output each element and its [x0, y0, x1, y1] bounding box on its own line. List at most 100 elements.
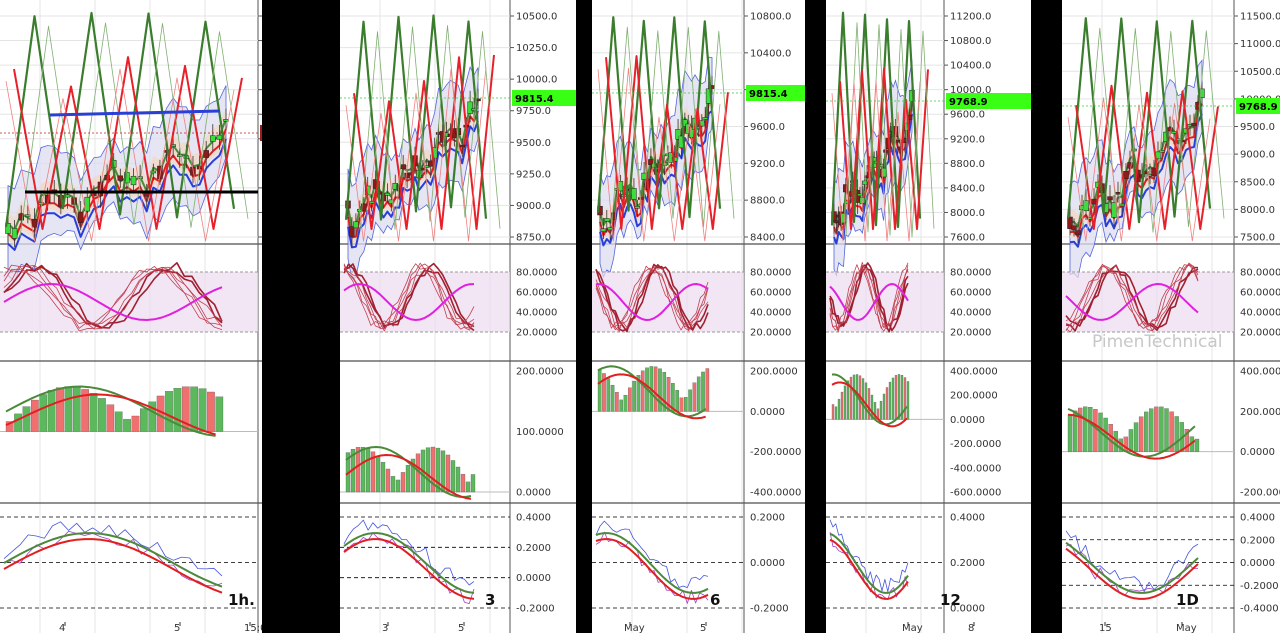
macd-signal-line	[1067, 413, 1196, 460]
stoch-tick-label: 60.0000	[750, 288, 791, 299]
x-axis-label: 5	[700, 623, 706, 633]
stoch-line	[3, 262, 223, 329]
macd-histogram-bar	[597, 369, 602, 412]
chart-panel-1h[interactable]: 10300.010200.010100.010000.09900.09800.0…	[0, 0, 262, 633]
macd-histogram-bar	[628, 387, 632, 412]
stoch-line	[1065, 263, 1199, 333]
chart-panel-12[interactable]: 11200.0 10800.0 10400.0 10000.0 9600.0 9200.0…	[826, 0, 1031, 633]
ma-red-line	[7, 128, 227, 241]
macd-histogram-bar	[445, 454, 451, 493]
chart-panel-6[interactable]: 10800.010400.010000.09600.09200.08800.08…	[592, 0, 805, 633]
stoch-tick-label: 80.0000	[516, 268, 557, 279]
macd-histogram-bar	[89, 393, 98, 432]
macd-histogram-bar	[1164, 408, 1169, 452]
stoch-line	[343, 263, 475, 330]
macd-histogram-bar	[1067, 415, 1073, 452]
candle-body	[117, 175, 124, 181]
candle-body	[388, 199, 395, 204]
osc-red-line	[1065, 547, 1199, 600]
macd-tick-label: 200.0000	[516, 367, 564, 378]
watermark-text: PimenTechnical	[1092, 332, 1222, 352]
osc-tick-label: 0.0000	[750, 558, 785, 569]
candle-body	[1127, 162, 1133, 169]
macd-histogram-bar	[72, 386, 81, 432]
macd-histogram-bar	[606, 378, 611, 412]
zigzag-green-thin	[1081, 27, 1225, 233]
stoch-tick-label: 40.0000	[950, 308, 991, 319]
stoch-signal-line	[595, 283, 709, 321]
macd-histogram-bar	[1072, 410, 1078, 452]
ma-green-line	[7, 118, 227, 231]
zigzag-green-thin	[19, 22, 249, 238]
macd-tick-label: 0.0000	[1240, 447, 1275, 458]
candle-body	[459, 144, 465, 148]
stoch-line	[1065, 262, 1199, 332]
macd-histogram-bar	[834, 406, 838, 420]
macd-histogram-bar	[1133, 422, 1139, 452]
osc-thin-blue	[343, 519, 475, 586]
stoch-tick-label: 40.0000	[1240, 308, 1280, 319]
price-tick-label: 8000.0	[1240, 205, 1275, 216]
price-tick-label: 10400.0	[750, 48, 791, 59]
candle-body	[880, 167, 887, 178]
macd-histogram-bar	[610, 384, 615, 412]
macd-histogram-bar	[460, 474, 466, 493]
resistance-line	[49, 109, 221, 117]
candle-body	[353, 221, 359, 229]
macd-histogram-bar	[355, 447, 361, 493]
candle-body	[1107, 196, 1113, 201]
stoch-signal-line	[3, 283, 223, 321]
price-tick-label: 9500.0	[1240, 122, 1275, 133]
stoch-tick-label: 20.0000	[750, 328, 791, 339]
candle-body	[1191, 122, 1197, 127]
osc-thin-blue	[3, 521, 223, 577]
chart-panel-3[interactable]: 10500.0 10250.0 10000.0 9750.0 9500.0 9250.0 9…	[340, 0, 576, 633]
macd-histogram-bar	[894, 375, 898, 420]
chart-panel-1d[interactable]: 11500.011000.010500.010000.09500.09000.0…	[1062, 0, 1280, 633]
macd-tick-label: -200.0000	[1240, 488, 1280, 499]
x-axis-label: 4	[59, 623, 65, 633]
price-tick-label: 8500.0	[1240, 177, 1275, 188]
macd-histogram-bar	[1194, 438, 1200, 452]
macd-histogram-bar	[888, 381, 892, 420]
osc-red-line	[343, 538, 475, 600]
candle-body	[1123, 171, 1129, 180]
price-tick-label: 9200.0	[750, 159, 785, 170]
stoch-signal-line	[829, 283, 909, 321]
candle-body	[1071, 225, 1077, 231]
timeframe-label: 6	[710, 591, 721, 609]
macd-histogram-bar	[22, 406, 31, 432]
x-axis-label: 15:00	[244, 623, 262, 633]
candle-body	[130, 175, 137, 186]
stoch-tick-label: 60.0000	[516, 288, 557, 299]
macd-histogram-bar	[636, 375, 641, 412]
stoch-tick-label: 40.0000	[750, 308, 791, 319]
stoch-tick-label: 80.0000	[750, 268, 791, 279]
macd-histogram-bar	[64, 386, 73, 432]
last-price-tag	[260, 125, 262, 141]
macd-histogram-bar	[692, 382, 697, 412]
macd-histogram-bar	[410, 458, 416, 493]
stoch-tick-label: 80.0000	[1240, 268, 1280, 279]
macd-histogram-bar	[1174, 416, 1179, 452]
macd-tick-label: 200.0000	[1240, 407, 1280, 418]
macd-tick-label: 400.0000	[950, 367, 998, 378]
zigzag-green-thin	[359, 25, 501, 230]
macd-histogram-bar	[450, 460, 456, 493]
macd-histogram-bar	[365, 448, 371, 493]
macd-histogram-bar	[867, 388, 871, 420]
stoch-line	[829, 261, 909, 332]
macd-histogram-bar	[1144, 411, 1149, 452]
stoch-tick-label: 20.0000	[516, 328, 557, 339]
last-price-label: 9815.4	[515, 94, 554, 105]
candle-body	[77, 211, 84, 224]
price-tick-label: 10500.0	[1240, 67, 1280, 78]
macd-histogram-bar	[852, 374, 856, 420]
stoch-signal-line	[1065, 283, 1199, 321]
x-axis-label: 8	[968, 623, 974, 633]
stoch-tick-label: 20.0000	[950, 328, 991, 339]
x-axis-label: 3	[382, 623, 388, 633]
candle-body	[84, 196, 91, 212]
price-tick-label: 10400.0	[950, 61, 991, 72]
price-tick-label: 11500.0	[1240, 12, 1280, 23]
